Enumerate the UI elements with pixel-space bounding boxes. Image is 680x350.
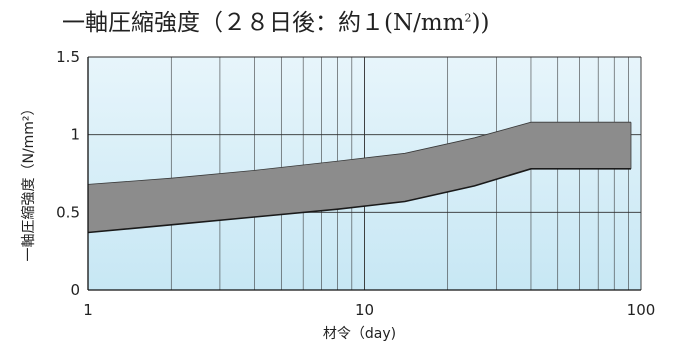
chart-title-main: 一軸圧縮強度（２８日後：約１(N/mm [62, 10, 465, 36]
y-tick-label: 0 [70, 281, 80, 299]
tick-labels: 1 10 100 0 0.5 1 1.5 [56, 48, 655, 319]
band-upper-edge [87, 121, 631, 185]
x-tick-label: 10 [355, 301, 374, 319]
chart-title: 一軸圧縮強度（２８日後：約１(N/mm2)) [62, 6, 662, 40]
x-tick-label: 100 [627, 301, 656, 319]
y-tick-label: 1 [70, 126, 80, 144]
band-lower-edge [87, 168, 631, 234]
axes [87, 57, 641, 291]
y-tick-label: 1.5 [56, 48, 80, 66]
y-tick-label: 0.5 [56, 203, 80, 221]
strength-range-band [88, 122, 631, 233]
x-axis-label: 材令（day) [323, 326, 396, 342]
x-tick-label: 1 [83, 301, 93, 319]
chart-title-superscript: 2 [464, 11, 472, 25]
data-band [87, 121, 632, 234]
y-axis-label: 一軸圧縮強度（N/mm²） [21, 101, 37, 261]
chart-title-end: )) [471, 10, 490, 36]
